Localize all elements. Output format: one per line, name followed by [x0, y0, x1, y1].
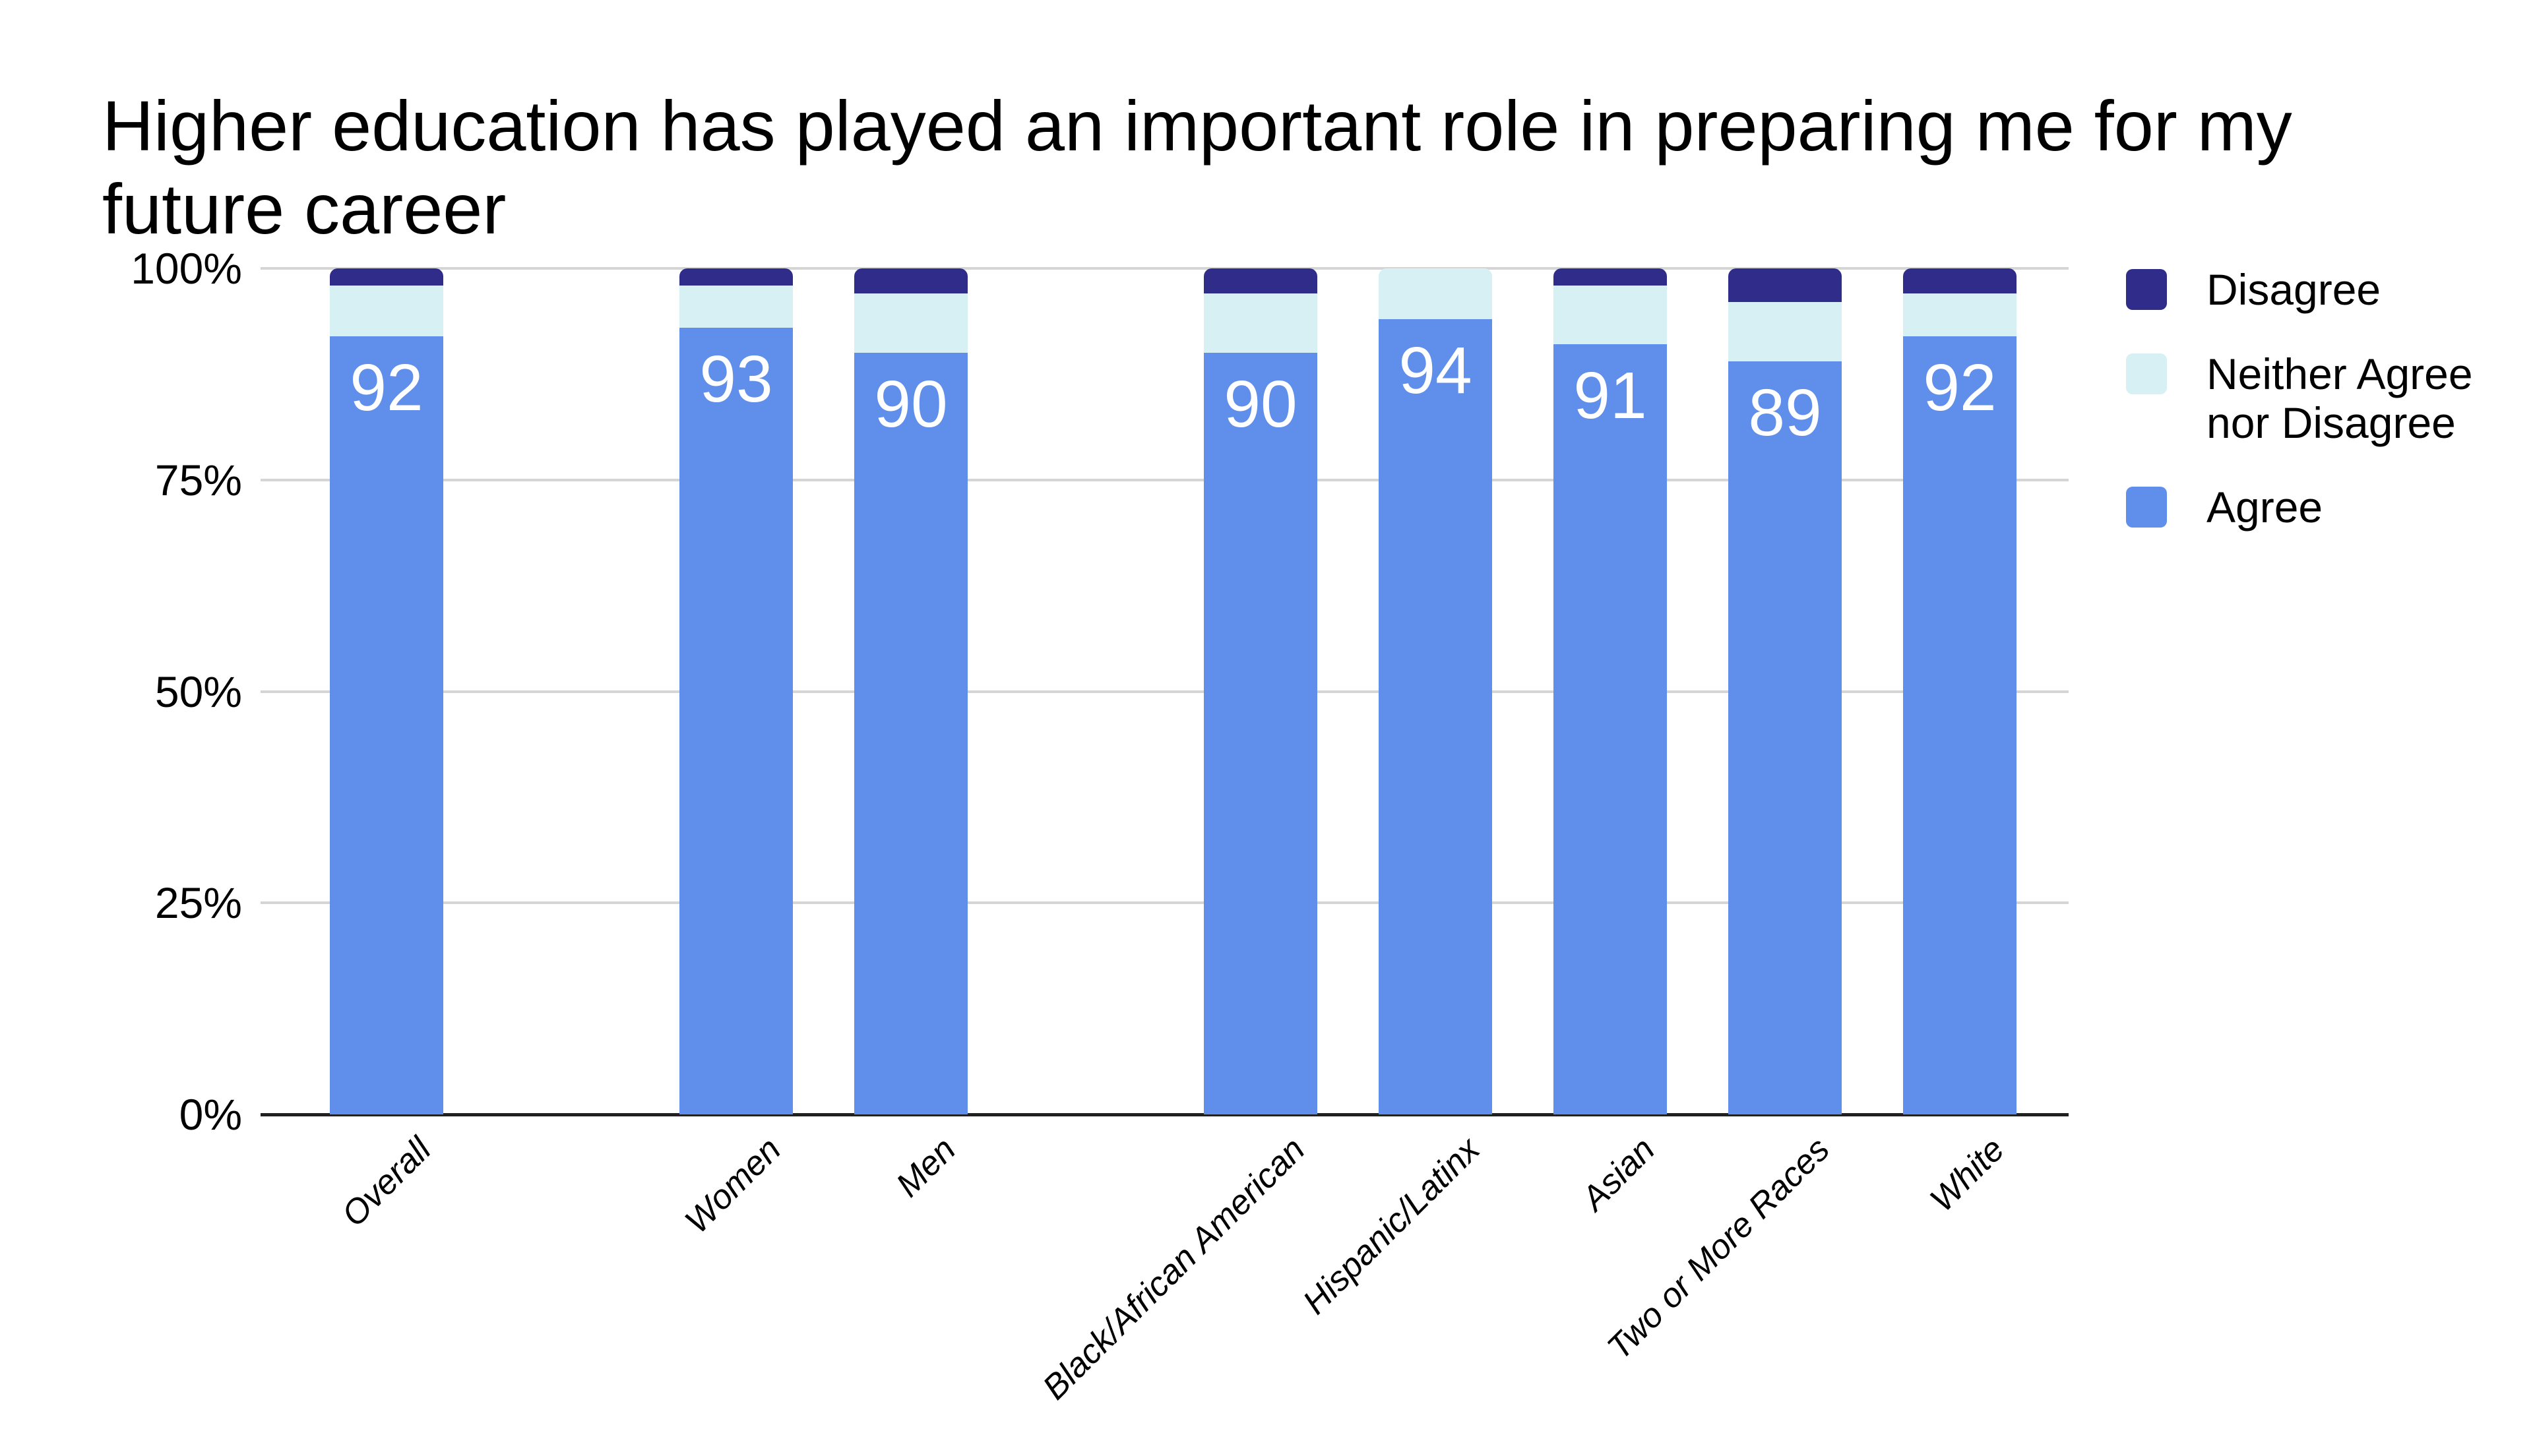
bar-segment-disagree-black-african-american: [1204, 268, 1317, 294]
bar-value-label-overall: 92: [350, 350, 423, 425]
bar-segment-agree-hispanic-latinx: [1379, 318, 1492, 1114]
bar-segment-neither-agree-nor-disagree-overall: [330, 285, 443, 336]
gridline-25: [261, 901, 2069, 905]
x-axis-line: [261, 1113, 2069, 1116]
bar-segment-disagree-men: [854, 268, 968, 294]
legend-label-neither-agree-nor-disagree: Neither Agree nor Disagree: [2206, 349, 2473, 447]
y-tick-label-75: 75%: [154, 455, 242, 504]
bar-value-label-black-african-american: 90: [1224, 367, 1298, 442]
bar-segment-disagree-asian: [1553, 268, 1667, 286]
legend-label-agree: Agree: [2206, 483, 2323, 531]
bar-segment-agree-women: [679, 327, 793, 1114]
legend-item-disagree: Disagree: [2126, 265, 2517, 314]
bar-value-label-women: 93: [699, 342, 773, 416]
legend-swatch-disagree: [2126, 269, 2167, 310]
x-tick-label-text-white: White: [1923, 1130, 2013, 1220]
bar-segment-disagree-women: [679, 268, 793, 286]
bar-segment-neither-agree-nor-disagree-hispanic-latinx: [1379, 268, 1492, 319]
bar-segment-agree-black-african-american: [1204, 353, 1317, 1114]
chart-title: Higher education has played an important…: [102, 84, 2477, 251]
bar-segment-agree-white: [1903, 336, 2017, 1114]
y-tick-label-50: 50%: [154, 667, 242, 716]
gridline-100: [261, 267, 2069, 270]
bar-segment-agree-men: [854, 353, 968, 1114]
x-tick-label-white: White: [1193, 1130, 2012, 1219]
gridline-50: [261, 690, 2069, 693]
bar-segment-agree-asian: [1553, 344, 1667, 1114]
legend-item-agree: Agree: [2126, 483, 2517, 531]
legend: Disagree Neither Agree nor Disagree Agree: [2126, 265, 2517, 531]
gridline-75: [261, 478, 2069, 481]
bar-segment-neither-agree-nor-disagree-white: [1903, 293, 2017, 336]
bar-value-label-two-or-more-races: 89: [1748, 376, 1822, 450]
bar-segment-neither-agree-nor-disagree-asian: [1553, 285, 1667, 345]
bar-value-label-men: 90: [874, 367, 948, 442]
y-tick-label-0: 0%: [179, 1090, 242, 1139]
bar-value-label-hispanic-latinx: 94: [1398, 333, 1472, 408]
bar-value-label-white: 92: [1923, 350, 1997, 425]
bar-value-label-asian: 91: [1573, 359, 1647, 433]
bar-segment-neither-agree-nor-disagree-women: [679, 285, 793, 328]
legend-item-neither-agree-nor-disagree: Neither Agree nor Disagree: [2126, 349, 2517, 447]
bar-segment-agree-overall: [330, 336, 443, 1114]
bar-segment-disagree-white: [1903, 268, 2017, 294]
legend-swatch-neither-agree-nor-disagree: [2126, 353, 2167, 394]
chart-title-line-2: future career: [102, 169, 507, 249]
y-tick-label-25: 25%: [154, 878, 242, 928]
chart-title-line-1: Higher education has played an important…: [102, 86, 2292, 166]
bar-segment-agree-two-or-more-races: [1728, 361, 1842, 1114]
bar-segment-neither-agree-nor-disagree-black-african-american: [1204, 293, 1317, 353]
legend-label-disagree: Disagree: [2206, 265, 2381, 314]
bar-segment-disagree-two-or-more-races: [1728, 268, 1842, 303]
bar-segment-neither-agree-nor-disagree-men: [854, 293, 968, 353]
bar-segment-disagree-overall: [330, 268, 443, 286]
legend-swatch-agree: [2126, 487, 2167, 528]
y-tick-label-100: 100%: [131, 244, 242, 293]
bar-segment-neither-agree-nor-disagree-two-or-more-races: [1728, 302, 1842, 362]
